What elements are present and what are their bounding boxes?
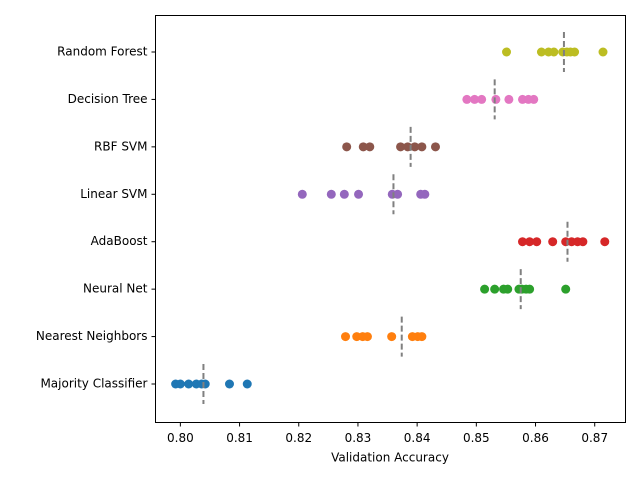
point — [532, 237, 542, 247]
point — [491, 94, 501, 104]
y-tick-label: Linear SVM — [80, 187, 147, 201]
point — [518, 237, 528, 247]
point — [393, 189, 403, 199]
point — [420, 189, 430, 199]
x-tick-label: 0.85 — [463, 431, 490, 445]
x-tick-label: 0.84 — [404, 431, 431, 445]
x-axis-label: Validation Accuracy — [331, 451, 449, 465]
point — [362, 332, 372, 342]
point — [224, 379, 234, 389]
point — [430, 142, 440, 152]
point — [470, 94, 480, 104]
point — [354, 189, 364, 199]
y-tick-label: RBF SVM — [94, 139, 147, 153]
y-tick-label: Majority Classifier — [40, 377, 147, 391]
y-tick-label: Random Forest — [57, 45, 148, 59]
x-tick-label: 0.83 — [345, 431, 372, 445]
point — [339, 189, 349, 199]
point — [480, 284, 490, 294]
point — [561, 284, 571, 294]
point — [342, 142, 352, 152]
x-tick-label: 0.81 — [226, 431, 253, 445]
point — [503, 284, 513, 294]
point — [525, 237, 535, 247]
plot-frame — [155, 15, 626, 423]
point — [242, 379, 252, 389]
y-tick-label: Decision Tree — [68, 92, 148, 106]
point — [358, 142, 368, 152]
point — [600, 237, 610, 247]
y-tick-label: Nearest Neighbors — [36, 329, 148, 343]
point — [477, 94, 487, 104]
x-tick-label: 0.87 — [581, 431, 608, 445]
x-tick-label: 0.80 — [167, 431, 194, 445]
point — [502, 47, 512, 57]
point — [525, 284, 535, 294]
y-tick-label: AdaBoost — [91, 234, 148, 248]
point — [417, 142, 427, 152]
point — [536, 47, 546, 57]
y-tick-label: Neural Net — [83, 282, 148, 296]
point — [175, 379, 185, 389]
point — [365, 142, 375, 152]
point — [578, 237, 588, 247]
point — [570, 47, 580, 57]
point — [504, 94, 514, 104]
point — [462, 94, 472, 104]
point — [396, 142, 406, 152]
point — [326, 189, 336, 199]
point — [549, 47, 559, 57]
point — [529, 94, 539, 104]
point — [341, 332, 351, 342]
point — [490, 284, 500, 294]
point — [417, 332, 427, 342]
point — [548, 237, 558, 247]
point — [598, 47, 608, 57]
point — [410, 142, 420, 152]
x-tick-label: 0.86 — [522, 431, 549, 445]
point — [297, 189, 307, 199]
x-tick-label: 0.82 — [285, 431, 312, 445]
point — [184, 379, 194, 389]
point — [387, 332, 397, 342]
point — [200, 379, 210, 389]
